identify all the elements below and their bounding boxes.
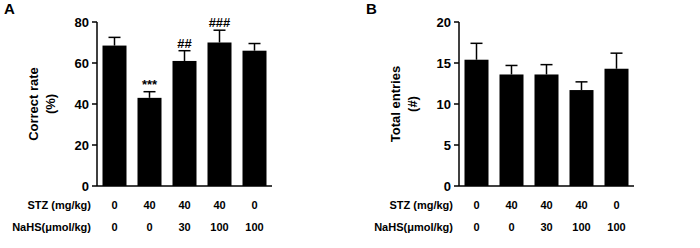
y-axis-label: (%) xyxy=(43,94,58,114)
error-bar xyxy=(179,51,191,61)
y-tick-label: 0 xyxy=(444,179,451,194)
bar xyxy=(208,43,232,187)
bars xyxy=(103,30,267,186)
error-bar xyxy=(506,65,518,74)
error-bar xyxy=(214,30,226,42)
y-tick-label: 20 xyxy=(75,138,89,153)
error-bar xyxy=(541,65,553,75)
x-axis xyxy=(459,185,634,187)
significance: ## xyxy=(177,36,192,51)
y-tick-label: 10 xyxy=(437,97,451,112)
row-value: 100 xyxy=(210,221,228,233)
bar xyxy=(173,61,197,186)
y-tick-label: 40 xyxy=(75,97,89,112)
bar xyxy=(243,51,267,186)
y-tick-label: 5 xyxy=(444,138,451,153)
panel-label: A xyxy=(4,0,15,17)
row-value: 30 xyxy=(540,221,552,233)
error-bar xyxy=(471,43,483,59)
y-tick-label: 20 xyxy=(437,15,451,30)
error-bar xyxy=(109,37,121,45)
row-value: 0 xyxy=(111,199,117,211)
y-axis xyxy=(96,22,98,186)
row-value: 100 xyxy=(572,221,590,233)
row-value: 40 xyxy=(505,199,517,211)
bar xyxy=(570,90,594,186)
row-value: 0 xyxy=(111,221,117,233)
y-tick-label: 0 xyxy=(82,179,89,194)
row-value: 100 xyxy=(245,221,263,233)
row-value: 0 xyxy=(613,199,619,211)
bar xyxy=(103,46,127,186)
row-label: STZ (mg/kg) xyxy=(27,199,91,211)
panel: ACorrect rate(%)020406080***#####STZ (mg… xyxy=(4,0,272,233)
row-label: NaHS(μmol/kg) xyxy=(374,221,453,233)
panel-label: B xyxy=(366,0,377,17)
row-value: 100 xyxy=(607,221,625,233)
row-value: 30 xyxy=(178,221,190,233)
significance: ### xyxy=(209,15,231,30)
row-value: 40 xyxy=(178,199,190,211)
bar xyxy=(535,74,559,186)
y-axis xyxy=(458,22,460,186)
error-bar xyxy=(611,53,623,69)
y-tick-label: 60 xyxy=(75,56,89,71)
error-bar xyxy=(576,82,588,90)
row-value: 40 xyxy=(143,199,155,211)
y-tick-label: 15 xyxy=(437,56,451,71)
row-value: 0 xyxy=(146,221,152,233)
row-value: 40 xyxy=(213,199,225,211)
y-axis-label: Correct rate xyxy=(26,67,41,141)
bar xyxy=(138,98,162,186)
row-value: 0 xyxy=(473,221,479,233)
error-bar xyxy=(144,92,156,98)
bar xyxy=(500,74,524,186)
row-value: 0 xyxy=(508,221,514,233)
bar xyxy=(465,60,489,186)
row-value: 40 xyxy=(575,199,587,211)
row-value: 40 xyxy=(540,199,552,211)
error-bar xyxy=(249,44,261,51)
row-value: 0 xyxy=(251,199,257,211)
significance: *** xyxy=(142,77,158,92)
x-axis xyxy=(97,185,272,187)
bar xyxy=(605,69,629,186)
y-tick-label: 80 xyxy=(75,15,89,30)
y-axis-label: (#) xyxy=(405,96,420,112)
row-label: STZ (mg/kg) xyxy=(389,199,453,211)
row-label: NaHS(μmol/kg) xyxy=(12,221,91,233)
panel: B Total entries(#) 0 5 10 15 20 STZ (mg/kg) 0 40 4… xyxy=(366,0,634,233)
y-axis-label: Total entries xyxy=(388,66,403,142)
bars xyxy=(465,43,629,186)
row-value: 0 xyxy=(473,199,479,211)
